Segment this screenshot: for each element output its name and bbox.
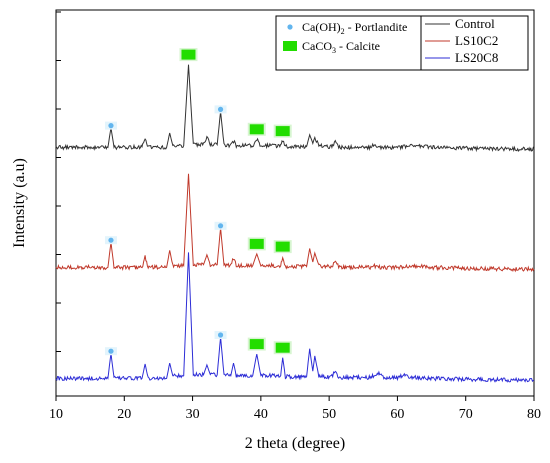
series-line-ls10c2 xyxy=(55,173,535,273)
calcite-marker xyxy=(275,241,290,252)
x-tick-label: 30 xyxy=(186,407,200,422)
series-line-ls20c8 xyxy=(55,252,535,383)
x-axis-label: 2 theta (degree) xyxy=(245,435,345,452)
series-legend-label: LS20C8 xyxy=(455,50,498,65)
phase-legend-label: CaCO3 - Calcite xyxy=(302,39,380,55)
series-legend-label: LS10C2 xyxy=(455,33,498,48)
x-tick-label: 40 xyxy=(254,407,268,422)
phase-legend-label: Ca(OH)2 - Portlandite xyxy=(302,20,407,36)
calcite-marker xyxy=(181,49,196,60)
calcite-marker xyxy=(275,342,290,353)
series-legend: Control LS10C2 LS20C8 xyxy=(420,15,529,71)
series-legend-label: Control xyxy=(455,16,495,31)
portlandite-marker xyxy=(217,106,224,112)
phase-legend: Ca(OH)2 - Portlandite CaCO3 - Calcite xyxy=(275,15,422,71)
portlandite-marker xyxy=(108,237,114,243)
calcite-marker xyxy=(249,238,264,249)
calcite-marker xyxy=(249,124,264,135)
portlandite-legend-icon xyxy=(287,24,293,30)
portlandite-marker xyxy=(217,332,224,338)
x-tick-label: 70 xyxy=(459,407,473,422)
calcite-marker xyxy=(249,339,264,350)
series-legend-box xyxy=(420,15,529,71)
x-tick-label: 80 xyxy=(527,407,541,422)
portlandite-marker xyxy=(108,123,114,129)
plot-frame xyxy=(55,9,535,397)
phase-markers xyxy=(104,48,292,356)
x-axis: 10 20 30 40 50 60 70 80 xyxy=(49,396,541,422)
calcite-legend-icon xyxy=(283,41,297,51)
y-axis-ticks xyxy=(56,11,61,352)
series-legend-items: Control LS10C2 LS20C8 xyxy=(425,16,498,65)
portlandite-marker xyxy=(217,223,224,229)
portlandite-marker xyxy=(108,348,114,354)
series-layer xyxy=(55,64,535,383)
x-tick-label: 20 xyxy=(117,407,131,422)
calcite-marker xyxy=(275,126,290,137)
x-tick-label: 60 xyxy=(390,407,404,422)
phase-legend-box xyxy=(275,15,422,71)
x-tick-label: 10 xyxy=(49,407,63,422)
x-tick-label: 50 xyxy=(322,407,336,422)
series-line-control xyxy=(55,64,535,153)
y-axis-label: Intensity (a.u) xyxy=(11,158,28,248)
phase-legend-items: Ca(OH)2 - Portlandite CaCO3 - Calcite xyxy=(283,20,407,55)
